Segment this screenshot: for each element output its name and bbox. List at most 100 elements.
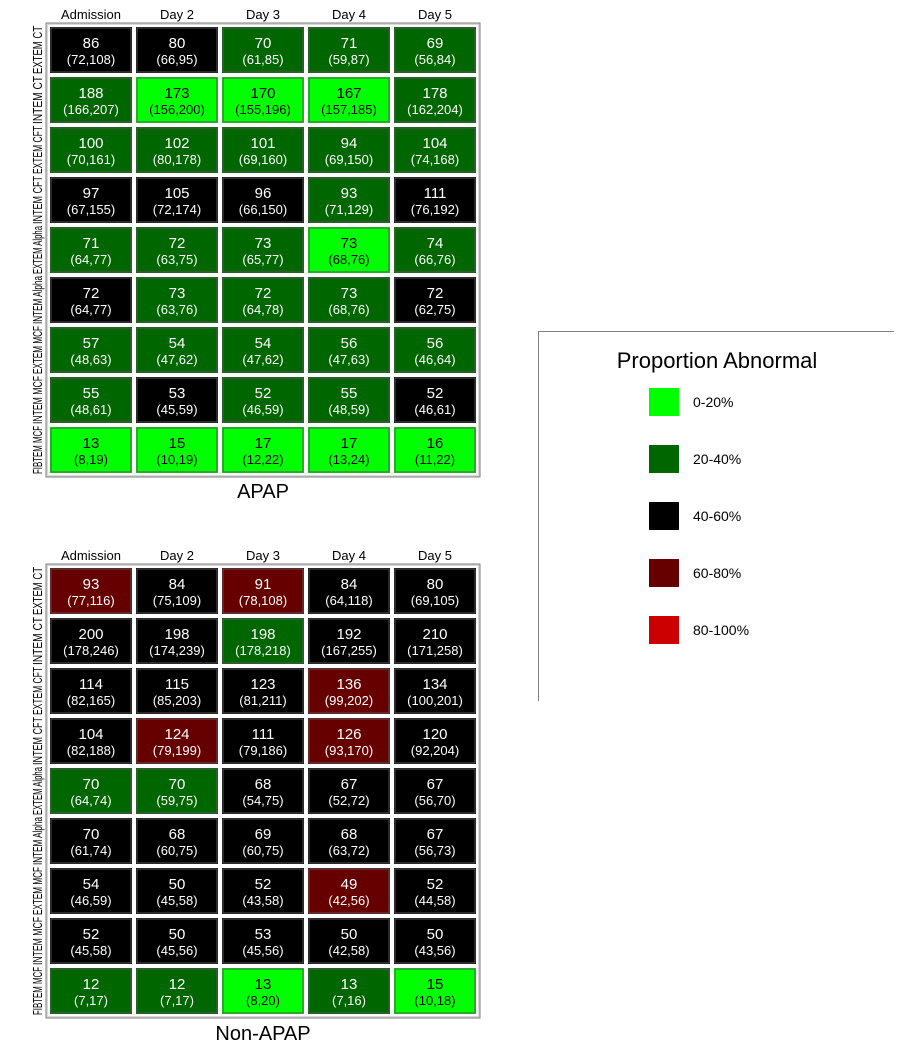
heatmap-cell: 56(47,63)	[306, 325, 392, 375]
heatmap-cell: 54(47,62)	[220, 325, 306, 375]
cell-fill	[392, 716, 478, 766]
cell-ci: (63,72)	[328, 843, 369, 858]
cell-fill	[306, 816, 392, 866]
row-label: EXTEM CT	[30, 26, 45, 74]
cell-ci: (72,108)	[67, 52, 115, 67]
cell-ci: (46,59)	[70, 893, 111, 908]
heatmap-cell: 55(48,59)	[306, 375, 392, 425]
cell-fill	[220, 275, 306, 325]
heatmap-cell: 120(92,204)	[392, 716, 478, 766]
cell-border	[136, 27, 218, 73]
heatmap-cell: 69(56,84)	[392, 25, 478, 75]
cell-border	[50, 868, 132, 914]
cell-value: 91	[255, 576, 272, 593]
cell-fill	[134, 125, 220, 175]
cell-fill	[306, 325, 392, 375]
cell-value: 53	[169, 385, 186, 402]
cell-fill	[392, 816, 478, 866]
heatmap-cell: 13(7,16)	[306, 966, 392, 1016]
heatmap-cell: 67(52,72)	[306, 766, 392, 816]
cell-ci: (45,59)	[156, 402, 197, 417]
cell-value: 210	[422, 626, 447, 643]
cell-border	[50, 668, 132, 714]
cell-ci: (100,201)	[407, 693, 463, 708]
cell-border	[308, 668, 390, 714]
cell-fill	[392, 375, 478, 425]
cell-fill	[48, 566, 134, 616]
cell-ci: (60,75)	[242, 843, 283, 858]
heatmap-cell: 52(43,58)	[220, 866, 306, 916]
cell-fill	[48, 916, 134, 966]
cell-value: 50	[341, 926, 358, 943]
cell-value: 52	[255, 385, 272, 402]
cell-value: 16	[427, 435, 444, 452]
cell-border	[394, 568, 476, 614]
cell-value: 54	[169, 335, 186, 352]
cell-fill	[306, 225, 392, 275]
cell-ci: (63,76)	[156, 302, 197, 317]
cell-fill	[134, 325, 220, 375]
cell-border	[136, 968, 218, 1014]
cell-border	[394, 277, 476, 323]
row-label: EXTEM MCF	[30, 867, 45, 915]
cell-fill	[306, 25, 392, 75]
cell-fill	[134, 275, 220, 325]
cell-ci: (69,150)	[325, 152, 373, 167]
cell-border	[308, 968, 390, 1014]
heatmap-cell: 53(45,59)	[134, 375, 220, 425]
cell-fill	[134, 616, 220, 666]
cell-ci: (92,204)	[411, 743, 459, 758]
cell-fill	[392, 325, 478, 375]
cell-value: 69	[255, 826, 272, 843]
cell-fill	[306, 716, 392, 766]
cell-ci: (178,218)	[235, 643, 291, 658]
cell-value: 104	[78, 726, 103, 743]
cell-border	[308, 177, 390, 223]
cell-ci: (79,199)	[153, 743, 201, 758]
cell-fill	[220, 866, 306, 916]
cell-value: 68	[255, 776, 272, 793]
cell-fill	[220, 966, 306, 1016]
heatmap-cell: 71(64,77)	[48, 225, 134, 275]
cell-fill	[134, 75, 220, 125]
cell-ci: (12,22)	[242, 452, 283, 467]
cell-ci: (64,118)	[325, 593, 372, 608]
cell-ci: (63,75)	[156, 252, 197, 267]
cell-value: 54	[83, 876, 100, 893]
cell-fill	[306, 375, 392, 425]
heatmap-cell: 91(78,108)	[220, 566, 306, 616]
cell-ci: (76,192)	[411, 202, 459, 217]
column-label: Day 4	[332, 7, 366, 22]
cell-ci: (69,160)	[239, 152, 287, 167]
cell-value: 13	[341, 976, 358, 993]
cell-value: 74	[427, 235, 444, 252]
cell-border	[222, 668, 304, 714]
cell-fill	[306, 275, 392, 325]
cell-fill	[392, 225, 478, 275]
cell-value: 50	[427, 926, 444, 943]
heatmap-cell: 67(56,73)	[392, 816, 478, 866]
cell-border	[222, 768, 304, 814]
cell-border	[308, 718, 390, 764]
cell-border	[222, 618, 304, 664]
cell-value: 55	[341, 385, 358, 402]
cell-fill	[392, 275, 478, 325]
cell-fill	[306, 566, 392, 616]
cell-value: 120	[422, 726, 447, 743]
cell-border	[394, 427, 476, 473]
cell-ci: (66,76)	[414, 252, 455, 267]
heatmap-cell: 52(44,58)	[392, 866, 478, 916]
column-label: Day 3	[246, 7, 280, 22]
cell-fill	[48, 966, 134, 1016]
cell-value: 72	[255, 285, 272, 302]
cell-border	[308, 377, 390, 423]
panel-title: Non-APAP	[215, 1023, 310, 1045]
heatmap-cell: 84(75,109)	[134, 566, 220, 616]
cell-border	[394, 918, 476, 964]
heatmap-cell: 70(61,85)	[220, 25, 306, 75]
cell-border	[308, 768, 390, 814]
cell-fill	[392, 616, 478, 666]
cell-fill	[392, 125, 478, 175]
row-label: INTEM MCF	[30, 917, 45, 965]
